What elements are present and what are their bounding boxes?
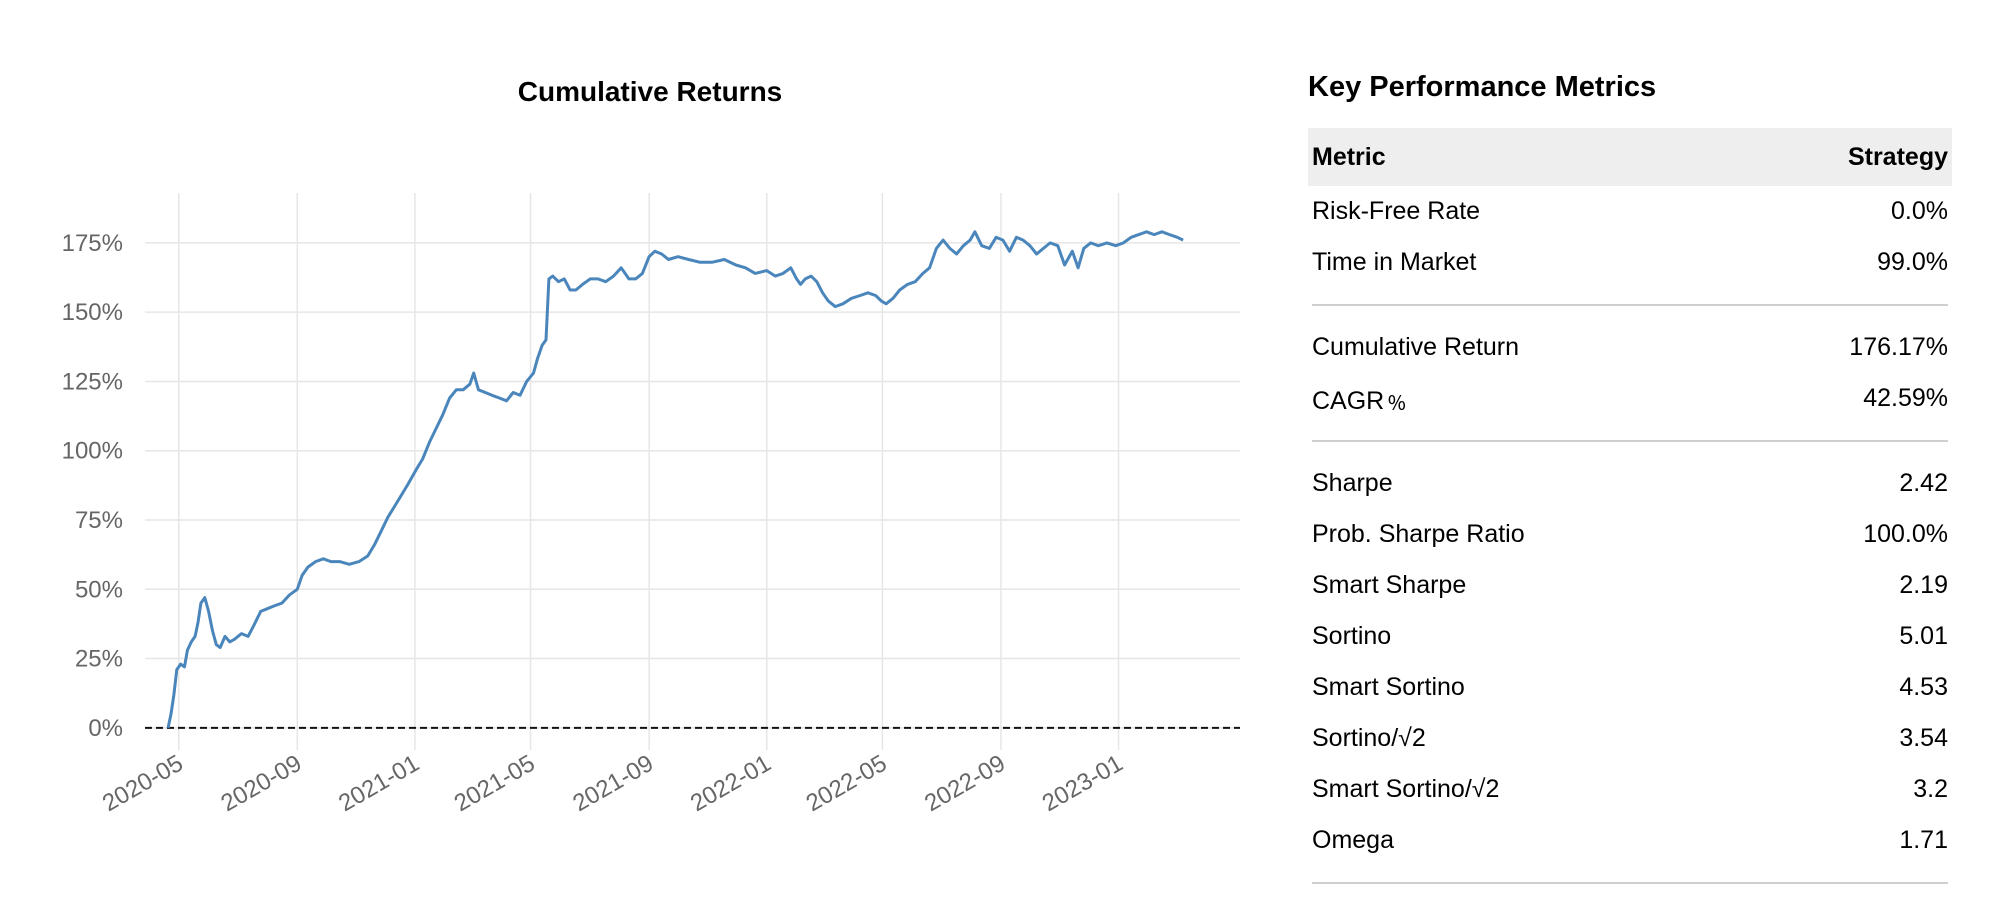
metric-label: Sharpe <box>1312 469 1393 497</box>
metric-label: Smart Sortino/√2 <box>1312 775 1500 803</box>
metric-row-cumulative-return: Cumulative Return 176.17% <box>1308 322 1952 373</box>
metric-label: Smart Sortino <box>1312 673 1465 701</box>
metric-row-smart-sharpe: Smart Sharpe 2.19 <box>1308 560 1952 611</box>
metric-label: Risk-Free Rate <box>1312 197 1481 225</box>
metrics-title: Key Performance Metrics <box>1308 71 1657 103</box>
metrics-header-row: Metric Strategy <box>1308 128 1952 186</box>
metric-row-smart-sortino: Smart Sortino 4.53 <box>1308 662 1952 713</box>
metric-row-time-in-market: Time in Market 99.0% <box>1308 237 1952 288</box>
metric-label: CAGR﹪ <box>1312 386 1410 415</box>
metric-row-cagr: CAGR﹪ 42.59% <box>1308 373 1952 424</box>
group-separator <box>1308 288 1952 322</box>
metric-row-smart-sortino-sqrt2: Smart Sortino/√2 3.2 <box>1308 764 1952 815</box>
x-tick-label: 2021-05 <box>450 750 540 817</box>
chart-series <box>166 230 1184 729</box>
x-tick-label: 2020-05 <box>98 750 188 817</box>
group-separator <box>1308 424 1952 458</box>
x-tick-label: 2022-01 <box>686 750 776 817</box>
x-tick-label: 2022-09 <box>920 750 1010 817</box>
header-strategy: Strategy <box>1740 128 1952 186</box>
metrics-table: Metric Strategy Risk-Free Rate 0.0% Time… <box>1308 128 1952 900</box>
metric-value: 42.59% <box>1863 384 1948 412</box>
metric-label: Omega <box>1312 826 1394 854</box>
y-tick-label: 100% <box>62 438 123 465</box>
y-tick-label: 50% <box>75 576 123 603</box>
metric-row-omega: Omega 1.71 <box>1308 815 1952 866</box>
metric-row-sharpe: Sharpe 2.42 <box>1308 458 1952 509</box>
header-metric: Metric <box>1308 128 1741 186</box>
metric-value: 2.42 <box>1899 469 1948 497</box>
metric-value: 176.17% <box>1849 333 1948 361</box>
metric-label: Time in Market <box>1312 248 1477 276</box>
y-tick-label: 150% <box>62 299 123 326</box>
chart-axes: 0% 25% 50% 75% 100% 125% 150% 175% 2020-05 2020-0… <box>62 230 1240 817</box>
metric-value: 2.19 <box>1899 571 1948 599</box>
metric-value: 3.54 <box>1899 724 1948 752</box>
y-tick-label: 125% <box>62 368 123 395</box>
metric-row-prob-sharpe-ratio: Prob. Sharpe Ratio 100.0% <box>1308 509 1952 560</box>
metric-row-sortino: Sortino 5.01 <box>1308 611 1952 662</box>
metric-label: Smart Sharpe <box>1312 571 1467 599</box>
metric-value: 1.71 <box>1899 826 1948 854</box>
metric-row-sortino-sqrt2: Sortino/√2 3.54 <box>1308 713 1952 764</box>
x-tick-label: 2021-01 <box>334 750 424 817</box>
x-tick-label: 2020-09 <box>217 750 307 817</box>
chart-title: Cumulative Returns <box>518 76 783 107</box>
y-tick-label: 0% <box>88 715 123 742</box>
y-tick-label: 75% <box>75 507 123 534</box>
metric-label: Sortino/√2 <box>1312 724 1426 752</box>
metric-value: 0.0% <box>1891 197 1948 225</box>
metric-value: 100.0% <box>1863 520 1948 548</box>
metric-value: 3.2 <box>1913 775 1948 803</box>
metric-label: Prob. Sharpe Ratio <box>1312 520 1525 548</box>
metric-value: 4.53 <box>1899 673 1948 701</box>
x-tick-label: 2021-09 <box>568 750 658 817</box>
metric-value: 99.0% <box>1877 248 1948 276</box>
cumulative-returns-line <box>166 230 1184 729</box>
cumulative-returns-chart: Cumulative Returns 0% 25% 50% 75% 100% 125% 15… <box>62 76 1240 817</box>
metrics-panel: Key Performance Metrics Metric Strategy … <box>1308 66 1952 900</box>
y-tick-label: 25% <box>75 646 123 673</box>
y-tick-label: 175% <box>62 230 123 257</box>
x-tick-label: 2023-01 <box>1038 750 1128 817</box>
metric-label: Sortino <box>1312 622 1392 650</box>
chart-grid <box>145 193 1240 750</box>
metric-label: Cumulative Return <box>1312 333 1520 361</box>
metric-value: 5.01 <box>1899 622 1948 650</box>
metric-row-risk-free-rate: Risk-Free Rate 0.0% <box>1308 186 1952 237</box>
x-tick-label: 2022-05 <box>802 750 892 817</box>
group-separator <box>1308 866 1952 900</box>
